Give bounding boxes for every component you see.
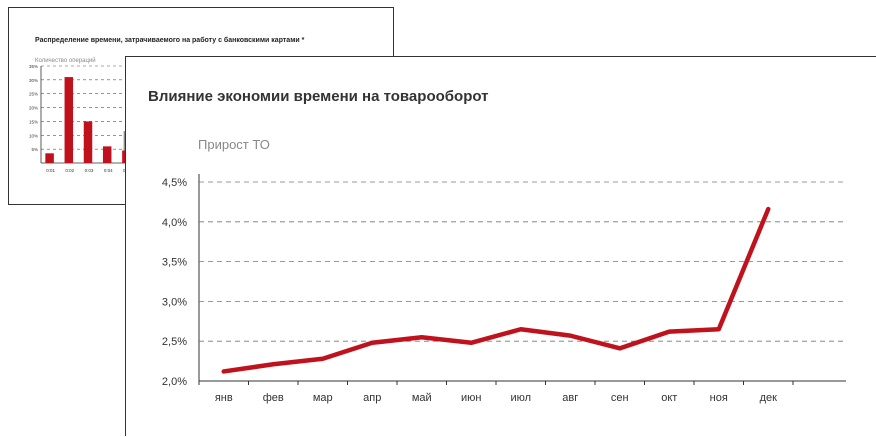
line-x-tick-label: окт: [661, 392, 677, 404]
line-x-tick-label: апр: [363, 392, 381, 404]
bar: [84, 121, 93, 163]
line-x-tick-label: июл: [510, 392, 531, 404]
bar-x-tick-label: 0:01: [46, 168, 55, 173]
bar-y-tick-label: 10%: [29, 133, 38, 138]
line-x-tick-label: фев: [263, 392, 284, 404]
line-y-tick-label: 4,5%: [162, 177, 187, 189]
bar-y-tick-label: 20%: [29, 106, 38, 111]
line-y-tick-label: 3,5%: [162, 257, 187, 269]
bar-y-tick-label: 25%: [29, 92, 38, 97]
bar-y-tick-label: 35%: [29, 64, 38, 69]
line-x-tick-label: авг: [562, 392, 578, 404]
bar-x-tick-label: 0:03: [85, 168, 94, 173]
line-y-tick-label: 3,0%: [162, 296, 187, 308]
bar-x-tick-label: 0:02: [65, 168, 74, 173]
bar-y-tick-label: 30%: [29, 78, 38, 83]
line-x-tick-label: мар: [313, 392, 333, 404]
bar: [45, 153, 54, 163]
line-x-tick-label: май: [412, 392, 432, 404]
line-x-tick-label: дек: [760, 392, 778, 404]
line-x-tick-label: июн: [461, 392, 481, 404]
line-y-tick-label: 4,0%: [162, 217, 187, 229]
line-series: [224, 209, 769, 371]
line-y-tick-label: 2,0%: [162, 376, 187, 388]
bar-y-tick-label: 5%: [31, 147, 38, 152]
bar: [65, 77, 74, 163]
bar: [103, 146, 112, 163]
line-chart: 2,0% 2,5% 3,0% 3,5% 4,0% 4,5% янв фев мар апр май и…: [126, 57, 876, 437]
line-y-tick-label: 2,5%: [162, 336, 187, 348]
foreground-chart-card: Влияние экономии времени на товарооборот…: [125, 56, 876, 436]
line-x-tick-label: ноя: [710, 392, 728, 404]
bar-y-tick-label: 15%: [29, 119, 38, 124]
bar-x-tick-label: 0:04: [104, 168, 113, 173]
line-x-tick-label: янв: [215, 392, 233, 404]
line-x-tick-label: сен: [611, 392, 629, 404]
